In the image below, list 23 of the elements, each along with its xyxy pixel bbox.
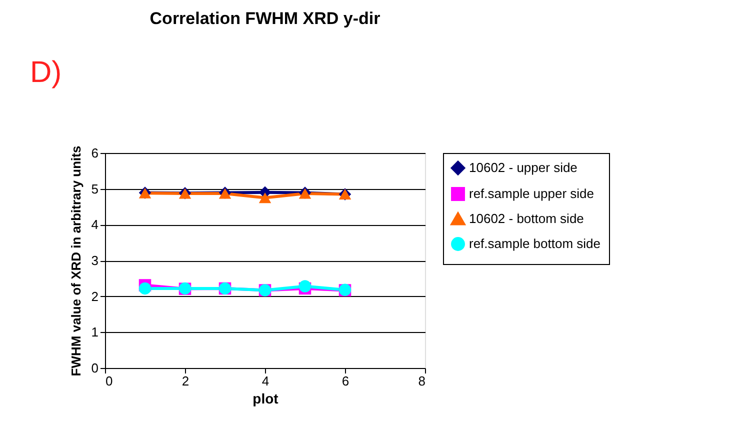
y-tick-label: 2 bbox=[91, 288, 98, 304]
y-tick-label: 4 bbox=[91, 217, 98, 232]
chart-title: Correlation FWHM XRD y-dir bbox=[150, 9, 381, 28]
x-axis-title: plot bbox=[252, 390, 279, 406]
x-tick-label: 0 bbox=[106, 374, 113, 388]
y-tick-label: 1 bbox=[91, 324, 98, 340]
x-tick-label: 6 bbox=[342, 374, 350, 388]
point bbox=[298, 280, 312, 292]
y-tick-label: 0 bbox=[91, 360, 98, 376]
y-tick-label: 6 bbox=[91, 146, 98, 160]
y-tick-label: 3 bbox=[91, 253, 98, 268]
legend-label: 10602 - bottom side bbox=[469, 211, 584, 226]
y-tick-label: 5 bbox=[91, 181, 98, 196]
point bbox=[138, 282, 152, 295]
y-axis-title: FWHM value of XRD in arbitrary units bbox=[68, 146, 84, 376]
text: D) bbox=[30, 56, 62, 89]
x-tick-label: 4 bbox=[262, 374, 270, 388]
legend-label: 10602 - upper side bbox=[469, 160, 578, 175]
x-tick-label: 8 bbox=[418, 374, 426, 388]
point bbox=[258, 192, 272, 204]
legend-label: ref.sample upper side bbox=[469, 186, 594, 201]
x-tick-label: 2 bbox=[182, 374, 190, 388]
legend-label: ref.sample bottom side bbox=[469, 236, 601, 251]
